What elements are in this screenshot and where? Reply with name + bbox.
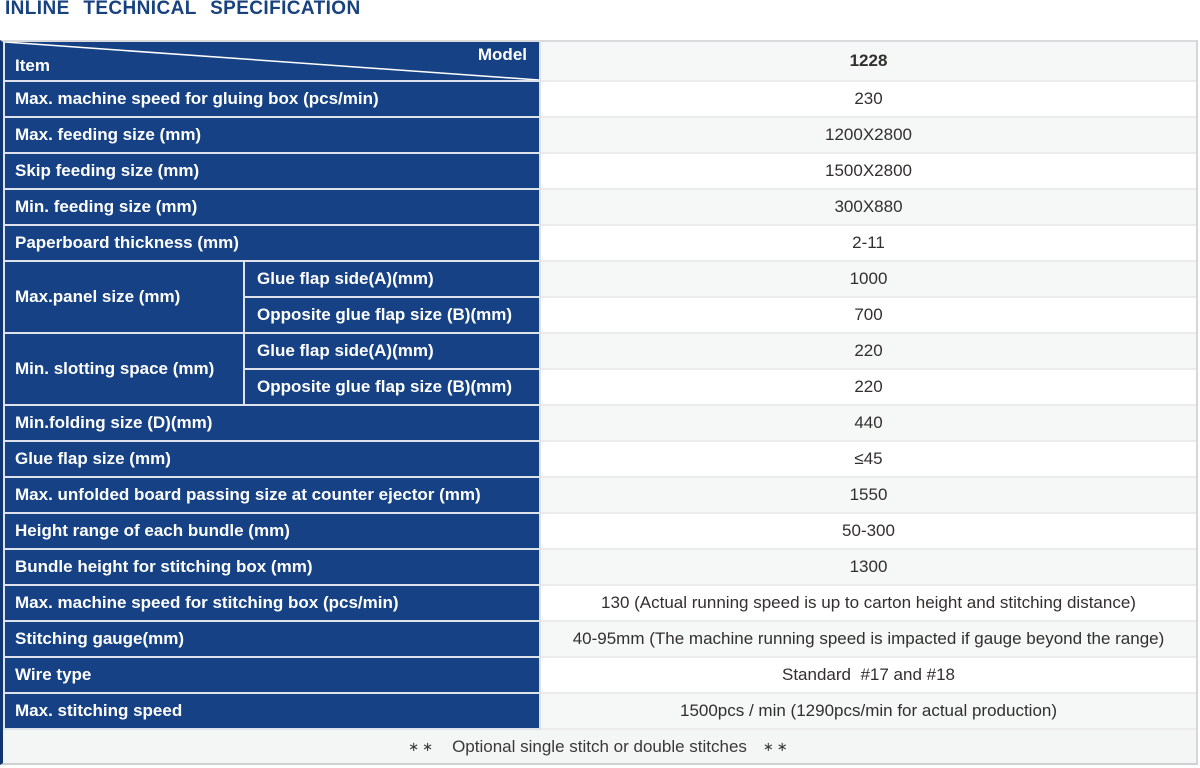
row-label: Height range of each bundle (mm) [3,514,541,550]
row-label: Stitching gauge(mm) [3,622,541,658]
row-sub-label: Opposite glue flap size (B)(mm) [245,298,541,334]
footnote-stars-left: ∗∗ [408,738,437,754]
row-label: Wire type [3,658,541,694]
row-value: 440 [541,406,1196,442]
row-value: 1300 [541,550,1196,586]
row-label: Min.folding size (D)(mm) [3,406,541,442]
row-value: 230 [541,82,1196,118]
row-value: Standard #17 and #18 [541,658,1196,694]
row-value: 220 [541,370,1196,406]
row-label: Max. stitching speed [3,694,541,730]
row-value: 1500pcs / min (1290pcs/min for actual pr… [541,694,1196,730]
row-value: 220 [541,334,1196,370]
row-label: Min. feeding size (mm) [3,190,541,226]
corner-model-label: Model [477,45,527,64]
row-value: 1000 [541,262,1196,298]
row-value: 300X880 [541,190,1196,226]
footnote: ∗∗ Optional single stitch or double stit… [3,730,1196,763]
row-sub-label: Glue flap side(A)(mm) [245,262,541,298]
row-value: 1550 [541,478,1196,514]
row-value: 1500X2800 [541,154,1196,190]
row-label: Glue flap size (mm) [3,442,541,478]
footnote-text: Optional single stitch or double stitche… [452,736,747,756]
row-label: Max. unfolded board passing size at coun… [3,478,541,514]
row-label: Skip feeding size (mm) [3,154,541,190]
footnote-stars-right: ∗∗ [762,738,791,754]
row-value: 2-11 [541,226,1196,262]
row-label: Bundle height for stitching box (mm) [3,550,541,586]
row-label: Max. machine speed for stitching box (pc… [3,586,541,622]
header-corner-cell: Item Model [3,42,541,82]
row-label: Max. feeding size (mm) [3,118,541,154]
row-value: ≤45 [541,442,1196,478]
spec-table: Item Model 1228 Max. machine speed for g… [0,40,1198,765]
row-value: 1200X2800 [541,118,1196,154]
row-label: Max. machine speed for gluing box (pcs/m… [3,82,541,118]
row-sub-label: Glue flap side(A)(mm) [245,334,541,370]
model-value: 1228 [541,42,1196,82]
corner-item-label: Item [15,56,50,76]
row-label: Paperboard thickness (mm) [3,226,541,262]
row-value: 40-95mm (The machine running speed is im… [541,622,1196,658]
row-value: 700 [541,298,1196,334]
row-value: 130 (Actual running speed is up to carto… [541,586,1196,622]
page-title: INLINE TECHNICAL SPECIFICATION [5,0,361,19]
row-group-label: Max.panel size (mm) [3,262,245,334]
row-value: 50-300 [541,514,1196,550]
row-group-label: Min. slotting space (mm) [3,334,245,406]
row-sub-label: Opposite glue flap size (B)(mm) [245,370,541,406]
diagonal-divider [5,42,539,80]
